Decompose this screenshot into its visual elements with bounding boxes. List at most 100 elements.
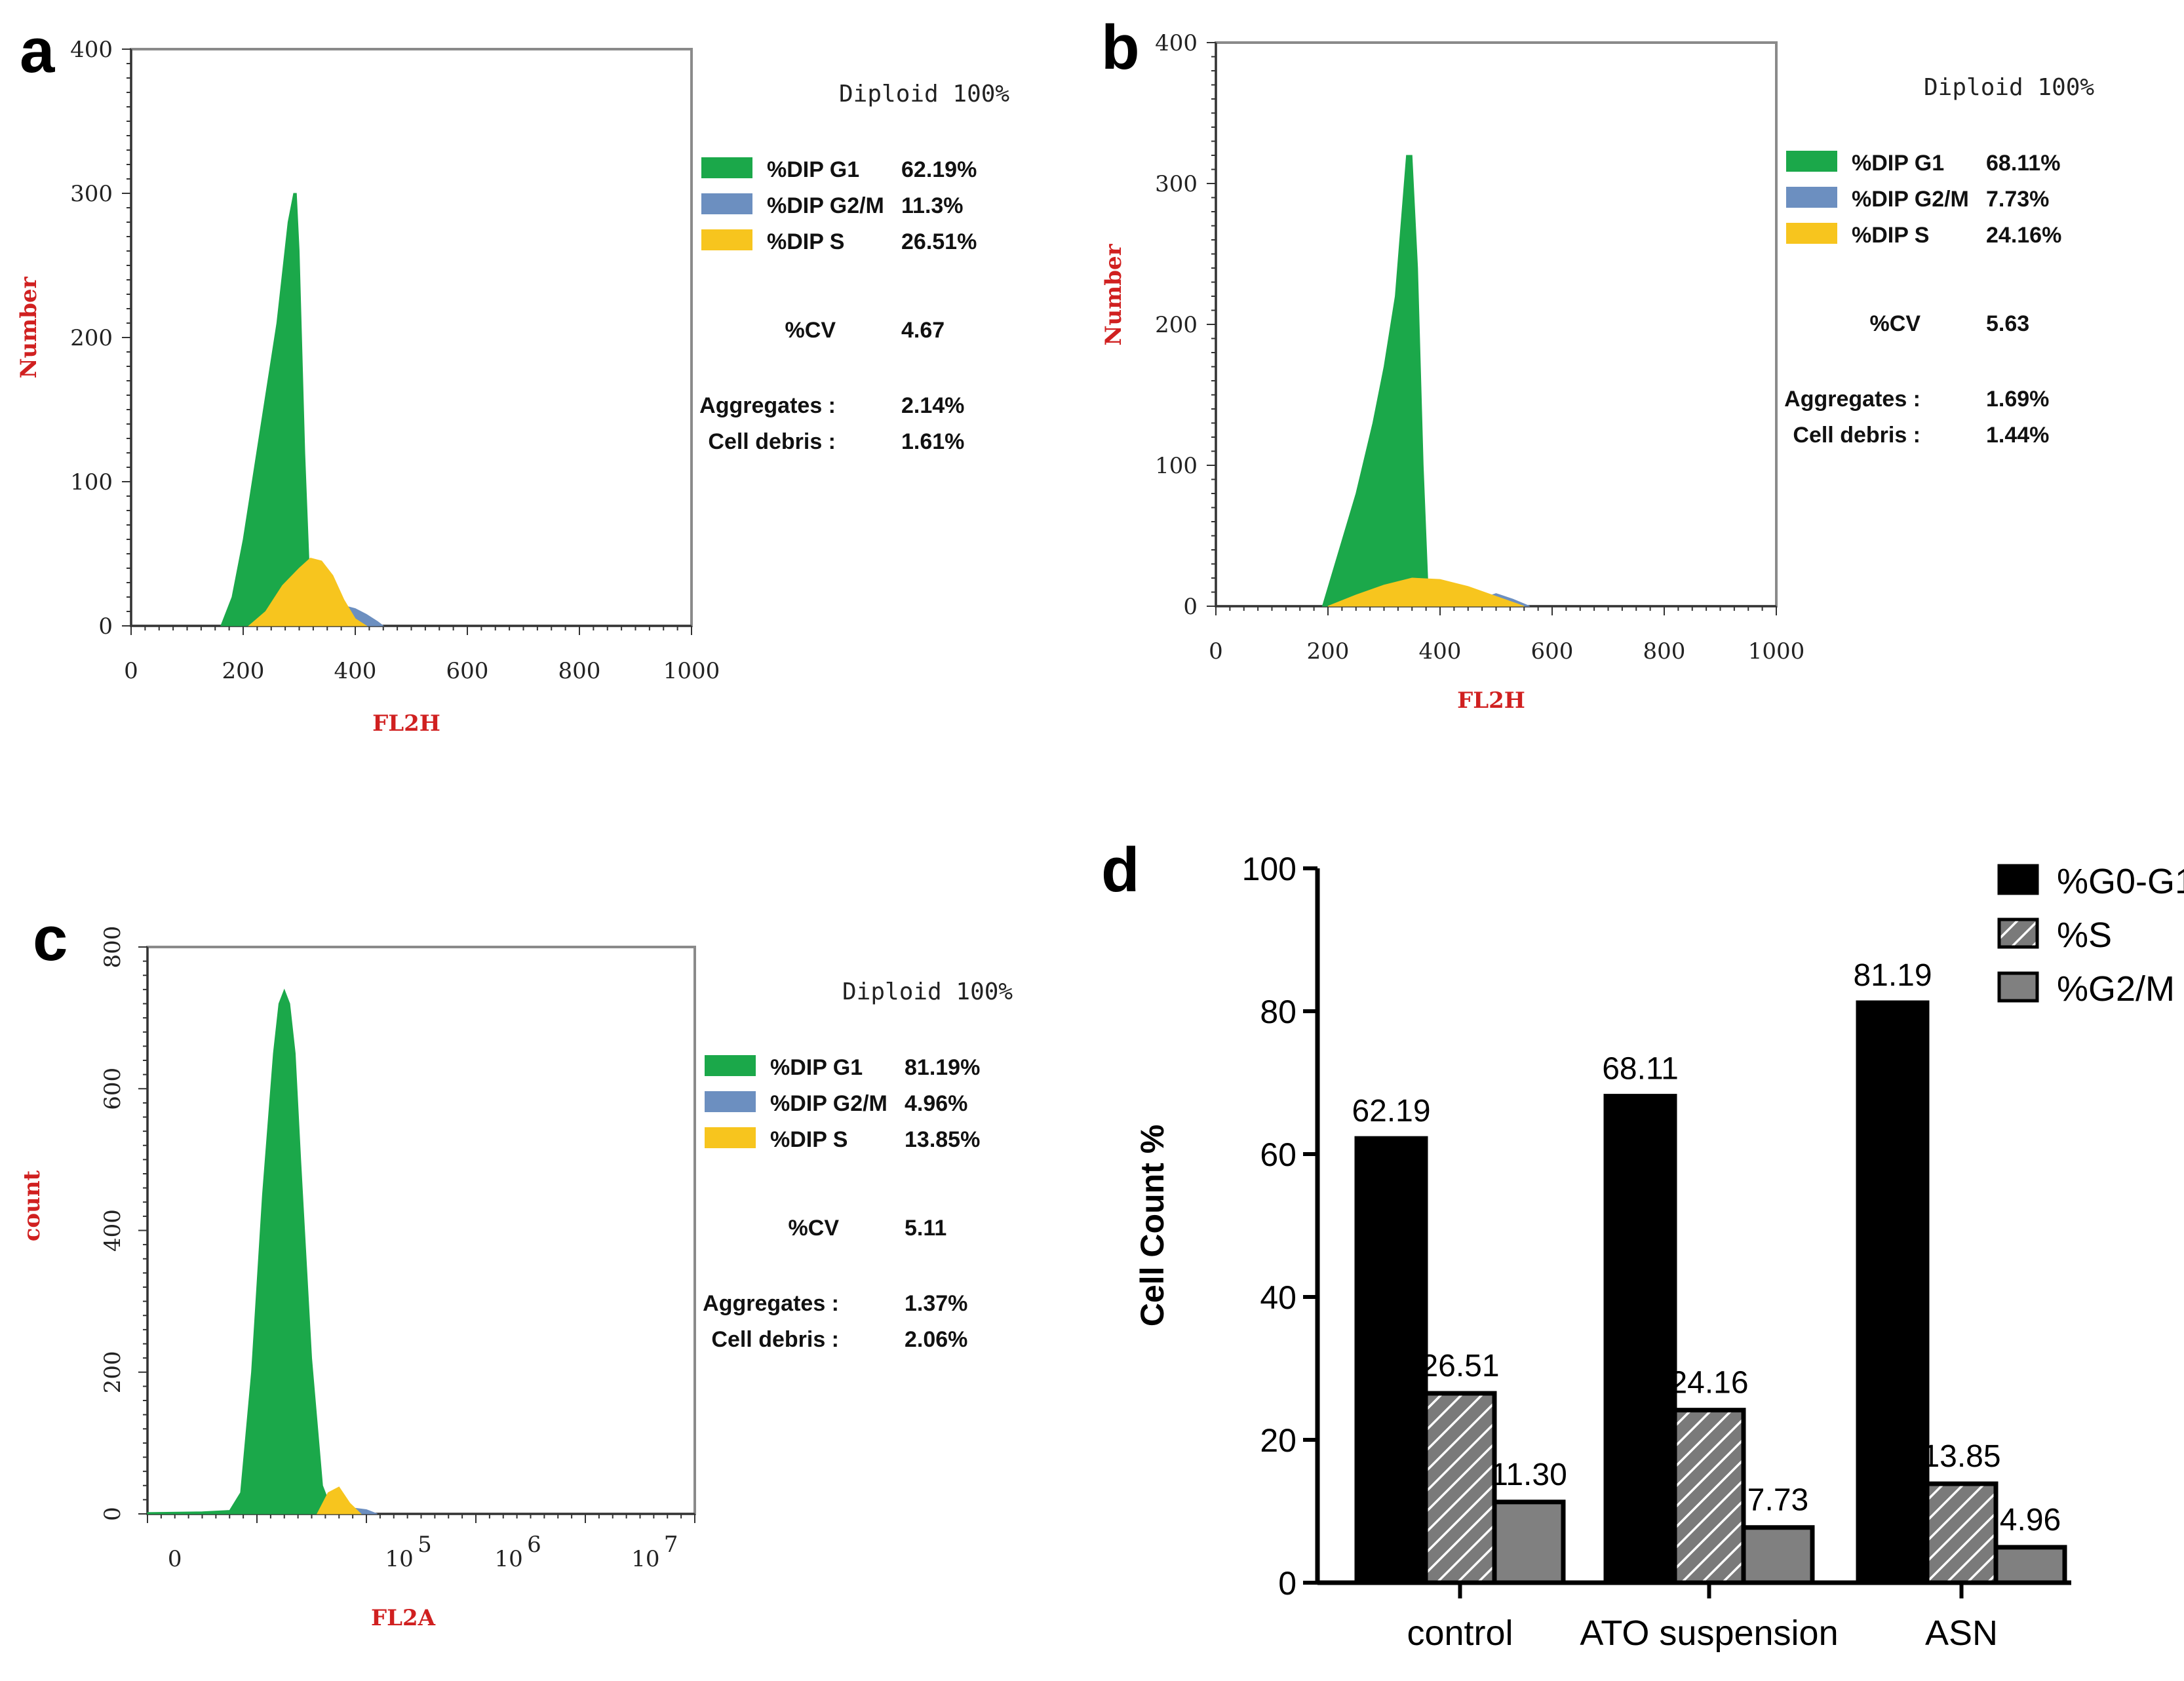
x-tick-label: 0 xyxy=(124,658,138,684)
y-tick-label: 400 xyxy=(70,37,113,63)
stat-label: Cell debris : xyxy=(1793,423,1921,448)
legend-swatch xyxy=(705,1055,756,1076)
legend-swatch xyxy=(1997,864,2039,895)
bar-value-label: 4.96 xyxy=(2000,1503,2061,1537)
legend-swatch xyxy=(705,1091,756,1112)
x-tick-label: 200 xyxy=(222,658,265,684)
legend-swatch xyxy=(1997,971,2039,1003)
legend-label: %DIP G2/M xyxy=(770,1091,887,1116)
legend-label: %G0-G1 xyxy=(2057,862,2184,901)
panel-b: b 0 200 400 600 800 1000 0 100 200 300 400 FL2H Numbe… xyxy=(1101,12,2094,714)
legend-label: %DIP S xyxy=(767,229,844,254)
x-tick-label: 400 xyxy=(1419,638,1462,665)
diploid-title: Diploid 100% xyxy=(1924,74,2094,101)
bar-g0g1-2 xyxy=(1856,1000,1930,1585)
bar-value-label: 26.51 xyxy=(1420,1349,1499,1383)
y-tick-label: 100 xyxy=(70,469,113,495)
histogram-s-area xyxy=(248,558,368,627)
x-axis-title: FL2H xyxy=(1457,687,1525,714)
y-tick-label: 800 xyxy=(100,926,126,969)
stat-value: 5.63 xyxy=(1986,311,2029,336)
diploid-title: Diploid 100% xyxy=(839,81,1009,107)
panel-letter: c xyxy=(33,904,68,974)
stat-label: Aggregates : xyxy=(1784,387,1921,412)
legend-value: 68.11% xyxy=(1986,151,2060,176)
legend-label: %DIP G2/M xyxy=(767,193,884,218)
plot-frame xyxy=(146,946,696,1515)
legend-swatch xyxy=(1997,918,2039,949)
y-tick-label: 0 xyxy=(98,613,113,640)
plot-frame xyxy=(130,48,693,627)
x-tick-label: 10 xyxy=(631,1546,659,1572)
y-tick-label: 0 xyxy=(100,1507,126,1521)
x-tick-label: 1000 xyxy=(1748,638,1805,665)
bar-g0g1-1 xyxy=(1603,1094,1677,1585)
histogram-g1-area xyxy=(147,988,334,1515)
legend-label: %G2/M xyxy=(2057,969,2175,1009)
bar-value-label: 11.30 xyxy=(1491,1458,1567,1492)
histogram-s-area xyxy=(1327,577,1525,607)
bar-s-0 xyxy=(1423,1391,1497,1585)
stat-value: 5.11 xyxy=(905,1216,946,1241)
x-tick-exponent: 5 xyxy=(418,1532,432,1558)
stat-value: 1.61% xyxy=(901,429,964,454)
histogram-g1-area xyxy=(220,193,317,627)
bar-value-label: 62.19 xyxy=(1352,1094,1430,1129)
stat-label: Cell debris : xyxy=(708,429,836,454)
bar-value-label: 7.73 xyxy=(1747,1483,1808,1518)
legend-label: %DIP G1 xyxy=(767,157,859,182)
bar-value-label: 68.11 xyxy=(1602,1052,1679,1087)
panel-letter: d xyxy=(1101,835,1140,905)
y-tick-label: 100 xyxy=(1155,453,1198,479)
legend-value: 4.96% xyxy=(905,1091,967,1116)
y-tick-label: 80 xyxy=(1260,994,1297,1030)
x-tick-label: 0 xyxy=(1209,638,1223,665)
stat-value: 1.44% xyxy=(1986,423,2049,448)
stat-value: 2.14% xyxy=(901,393,964,418)
y-tick-label: 300 xyxy=(70,181,113,207)
legend-swatch xyxy=(701,229,752,250)
panel-d: d 0 20 40 60 80 100 Cell Count % 62.19 26.51 11.30… xyxy=(1101,835,2184,1653)
bar-value-label: 81.19 xyxy=(1853,958,1932,993)
legend-value: 11.3% xyxy=(901,193,964,218)
x-tick-label: 400 xyxy=(334,658,377,684)
legend-label: %DIP G1 xyxy=(1852,151,1944,176)
y-tick-label: 400 xyxy=(100,1209,126,1252)
panel-letter: a xyxy=(20,16,55,86)
y-axis-title: Number xyxy=(1101,243,1127,345)
plot-frame xyxy=(1215,41,1778,608)
y-tick-label: 0 xyxy=(1183,594,1198,620)
y-axis-title: count xyxy=(19,1170,45,1241)
y-tick-label: 600 xyxy=(100,1068,126,1110)
x-category-label: ASN xyxy=(1925,1613,1998,1653)
x-category-label: control xyxy=(1407,1613,1513,1653)
x-tick-label: 600 xyxy=(1531,638,1574,665)
x-category-label: ATO suspension xyxy=(1580,1613,1838,1653)
bar-value-label: 13.85 xyxy=(1922,1439,2000,1474)
legend-label: %DIP G2/M xyxy=(1852,187,1969,212)
legend-swatch xyxy=(1786,187,1837,208)
legend-swatch xyxy=(701,193,752,214)
y-tick-label: 40 xyxy=(1260,1279,1297,1316)
bar-s-1 xyxy=(1672,1408,1746,1585)
stat-label: %CV xyxy=(789,1216,840,1241)
x-tick-label: 600 xyxy=(446,658,489,684)
stat-value: 2.06% xyxy=(905,1327,967,1352)
histogram-s-area xyxy=(317,1486,362,1515)
legend-value: 81.19% xyxy=(905,1055,980,1080)
bar-g2m-1 xyxy=(1741,1525,1815,1585)
legend-value: 62.19% xyxy=(901,157,977,182)
x-tick-exponent: 7 xyxy=(664,1532,678,1558)
y-tick-label: 20 xyxy=(1260,1422,1297,1459)
y-tick-label: 400 xyxy=(1155,30,1198,56)
x-tick-exponent: 6 xyxy=(527,1532,541,1558)
bar-value-label: 24.16 xyxy=(1669,1366,1748,1401)
stat-label: Cell debris : xyxy=(711,1327,839,1352)
legend-swatch xyxy=(705,1127,756,1148)
legend-label: %DIP S xyxy=(770,1127,848,1152)
stat-label: Aggregates : xyxy=(703,1291,839,1316)
legend-label: %DIP S xyxy=(1852,223,1929,248)
y-tick-label: 200 xyxy=(100,1351,126,1393)
stat-label: %CV xyxy=(785,318,836,343)
